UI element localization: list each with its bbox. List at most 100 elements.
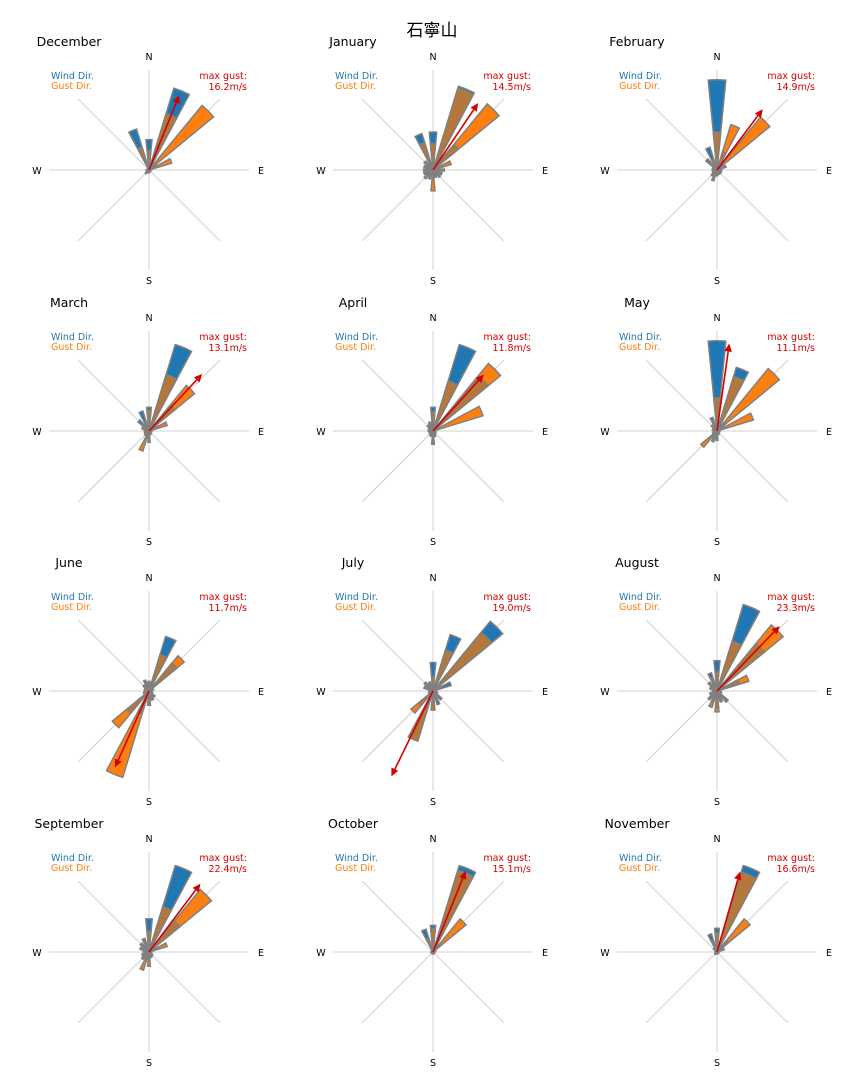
- gust-bar-N: [146, 409, 152, 432]
- max-gust-value: 15.1m/s: [492, 864, 531, 875]
- max-gust-arrow: [394, 690, 434, 770]
- compass-label: E: [258, 427, 264, 438]
- gust-bar-NNW: [418, 141, 434, 171]
- legend-gust: Gust Dir.: [619, 602, 660, 613]
- max-gust-value: 22.4m/s: [208, 864, 247, 875]
- legend-wind: Wind Dir.: [619, 592, 662, 603]
- compass-label: E: [542, 687, 548, 698]
- max-gust-arrowhead: [771, 626, 780, 635]
- wind-rose-march: March N E S W Wind Dir.Gust Dir. max gust:13.1…: [32, 295, 264, 548]
- compass-label: N: [145, 313, 152, 324]
- compass-label: S: [714, 797, 720, 808]
- gust-bar-NNW: [710, 158, 718, 171]
- max-gust-arrow: [432, 878, 464, 953]
- month-title: June: [54, 555, 83, 570]
- compass-label: N: [145, 573, 152, 584]
- compass-label: W: [316, 166, 326, 177]
- legend-wind: Wind Dir.: [51, 71, 94, 82]
- compass-label: E: [258, 948, 264, 959]
- gust-bar-N: [714, 671, 720, 692]
- compass-label: E: [826, 687, 832, 698]
- gust-bar-NE: [432, 631, 493, 692]
- max-gust-arrow: [148, 102, 177, 171]
- max-gust-arrowhead: [754, 109, 763, 118]
- legend-wind: Wind Dir.: [51, 592, 94, 603]
- compass-label: S: [714, 537, 720, 548]
- legend-gust: Gust Dir.: [335, 81, 376, 92]
- wind-rose-november: November N E S W Wind Dir.Gust Dir. max gust:1…: [600, 816, 832, 1069]
- compass-label: E: [826, 948, 832, 959]
- gust-bar-S: [715, 430, 719, 440]
- wind-bar-NE: [148, 662, 178, 692]
- gust-bar-W: [142, 950, 150, 954]
- wind-rose-april: April N E S W Wind Dir.Gust Dir. max gust:11.8…: [316, 295, 548, 548]
- max-gust-arrow: [432, 109, 475, 171]
- legend-gust: Gust Dir.: [51, 342, 92, 353]
- compass-label: E: [826, 166, 832, 177]
- gust-bar-NNE: [148, 653, 168, 692]
- wind-bar-ENE: [716, 678, 741, 692]
- legend-wind: Wind Dir.: [619, 853, 662, 864]
- max-gust-arrow: [117, 690, 150, 761]
- gust-bar-NW: [140, 943, 150, 953]
- month-title: April: [339, 295, 368, 310]
- month-title: August: [615, 555, 659, 570]
- max-gust-arrow: [432, 379, 480, 432]
- gust-bar-N: [146, 930, 152, 953]
- gust-bar-ENE: [148, 157, 173, 171]
- max-gust-value: 14.9m/s: [776, 82, 815, 93]
- wind-bar-S: [431, 169, 435, 181]
- gust-bar-NW: [707, 160, 718, 171]
- compass-label: W: [600, 948, 610, 959]
- max-gust-arrowhead: [391, 767, 399, 777]
- compass-label: W: [600, 166, 610, 177]
- wind-bar-NE: [432, 943, 442, 953]
- compass-label: E: [258, 166, 264, 177]
- compass-label: N: [145, 834, 152, 845]
- gust-bar-S: [430, 430, 436, 446]
- max-gust-arrowhead: [475, 374, 484, 384]
- compass-label: E: [542, 427, 548, 438]
- gust-bar-N: [712, 397, 722, 432]
- wind-bar-S: [714, 690, 720, 709]
- wind-rose-january: January N E S W Wind Dir.Gust Dir. max gust:14…: [316, 34, 548, 287]
- wind-bar-NE: [432, 374, 490, 432]
- gust-bar-NNW: [144, 682, 150, 692]
- compass-label: S: [146, 797, 152, 808]
- wind-bar-W: [424, 168, 434, 172]
- compass-label: S: [430, 276, 436, 287]
- legend-wind: Wind Dir.: [51, 332, 94, 343]
- gust-bar-NNW: [710, 940, 718, 953]
- compass-label: N: [145, 52, 152, 63]
- gust-bar-E: [432, 168, 446, 172]
- gust-bar-NNE: [148, 373, 178, 432]
- compass-label: N: [713, 834, 720, 845]
- month-title: March: [50, 295, 88, 310]
- compass-label: E: [542, 166, 548, 177]
- max-gust-label: max gust:: [483, 332, 531, 343]
- gust-bar-NE: [716, 367, 781, 432]
- max-gust-label: max gust:: [483, 71, 531, 82]
- gust-bar-WSW: [422, 169, 434, 176]
- gust-bar-NNE: [432, 869, 475, 953]
- gust-bar-ENE: [432, 405, 484, 432]
- max-gust-label: max gust:: [483, 853, 531, 864]
- gust-bar-NNE: [716, 375, 745, 432]
- max-gust-value: 16.6m/s: [776, 864, 815, 875]
- month-title: September: [34, 816, 104, 831]
- compass-label: S: [146, 537, 152, 548]
- gust-bar-S: [715, 169, 719, 177]
- max-gust-label: max gust:: [483, 592, 531, 603]
- gust-bar-ENE: [716, 412, 755, 432]
- gust-bar-N: [147, 680, 151, 692]
- legend-gust: Gust Dir.: [51, 863, 92, 874]
- compass-label: E: [826, 427, 832, 438]
- legend-gust: Gust Dir.: [619, 863, 660, 874]
- wind-rose-february: February N E S W Wind Dir.Gust Dir. max gust:1…: [600, 34, 832, 287]
- compass-label: W: [32, 948, 42, 959]
- gust-bar-NNW: [709, 676, 718, 692]
- wind-bar-SW: [417, 690, 434, 707]
- compass-label: S: [714, 276, 720, 287]
- legend-gust: Gust Dir.: [619, 81, 660, 92]
